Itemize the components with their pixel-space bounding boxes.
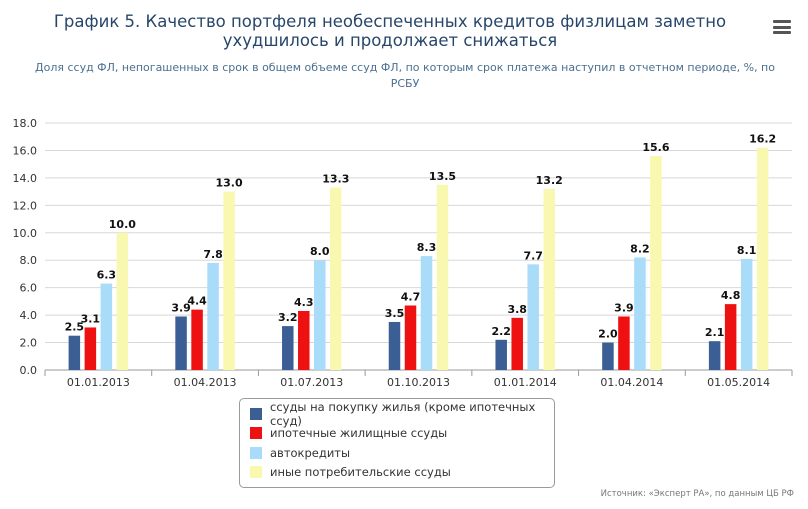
bar (618, 316, 630, 370)
legend-item-auto[interactable]: автокредиты (250, 443, 554, 463)
data-label: 3.9 (171, 301, 191, 314)
bar (330, 187, 342, 370)
chart-legend: ссуды на покупку жилья (кроме ипотечных … (239, 398, 555, 488)
bar (724, 304, 737, 370)
bar (404, 305, 417, 370)
bar (756, 147, 769, 370)
legend-label: иные потребительские ссуды (270, 465, 451, 480)
bar (495, 339, 507, 370)
data-label: 8.2 (630, 242, 650, 255)
legend-item-housing[interactable]: ссуды на покупку жилья (кроме ипотечных … (250, 400, 554, 428)
bar (650, 155, 662, 370)
y-tick-label: 16.0 (13, 144, 38, 157)
legend-swatch (250, 446, 262, 459)
data-label: 4.7 (401, 291, 421, 304)
data-label: 2.2 (491, 325, 511, 338)
y-tick-label: 2.0 (20, 337, 38, 350)
y-tick-label: 14.0 (13, 172, 38, 185)
y-tick-label: 6.0 (20, 282, 38, 295)
y-tick-label: 12.0 (13, 199, 38, 212)
data-label: 4.4 (187, 295, 207, 308)
data-label: 3.8 (507, 303, 527, 316)
data-label: 13.3 (322, 172, 349, 185)
bar (175, 316, 187, 370)
bar (100, 283, 113, 370)
data-label: 15.6 (642, 141, 669, 154)
x-tick-label: 01.01.2014 (494, 376, 557, 389)
bar (207, 262, 219, 370)
bar (708, 341, 721, 370)
chart-subtitle: Доля ссуд ФЛ, непогашенных в срок в обще… (35, 61, 775, 90)
x-tick-label: 01.04.2014 (600, 376, 663, 389)
bar (602, 342, 614, 370)
bar (511, 317, 523, 370)
legend-swatch (250, 407, 262, 420)
bar (282, 326, 294, 370)
bar (223, 191, 235, 370)
data-label: 3.9 (614, 301, 634, 314)
data-label: 3.1 (81, 312, 101, 325)
bar (298, 310, 310, 370)
y-tick-label: 18.0 (13, 117, 38, 130)
bar (314, 260, 326, 370)
bar (116, 232, 129, 370)
y-tick-label: 4.0 (20, 309, 38, 322)
bar (527, 264, 539, 370)
x-tick-label: 01.05.2014 (707, 376, 770, 389)
data-label: 3.5 (385, 307, 405, 320)
data-label: 8.0 (310, 245, 330, 258)
bar (436, 184, 449, 370)
data-label: 8.3 (417, 241, 437, 254)
x-tick-label: 01.10.2013 (387, 376, 450, 389)
data-label: 3.2 (278, 311, 298, 324)
data-label: 2.0 (598, 328, 618, 341)
legend-item-consumer[interactable]: иные потребительские ссуды (250, 463, 554, 483)
bar (191, 309, 203, 370)
data-label: 7.8 (203, 248, 223, 261)
legend-label: ссуды на покупку жилья (кроме ипотечных … (270, 399, 536, 428)
data-label: 13.2 (536, 174, 563, 187)
data-label: 6.3 (97, 269, 117, 282)
chart-title: График 5. Качество портфеля необеспеченн… (53, 12, 727, 50)
data-label: 2.5 (65, 321, 85, 334)
data-label: 2.1 (705, 326, 725, 339)
y-tick-label: 0.0 (20, 364, 38, 377)
bar (420, 256, 433, 370)
x-tick-label: 01.04.2013 (174, 376, 237, 389)
legend-swatch (250, 466, 262, 479)
bar (543, 188, 555, 370)
data-label: 4.8 (721, 289, 741, 302)
bar (84, 327, 97, 370)
x-tick-label: 01.01.2013 (67, 376, 130, 389)
source-credit: Источник: «Эксперт РА», по данным ЦБ РФ (600, 489, 794, 499)
data-label: 13.5 (429, 170, 456, 183)
y-tick-label: 10.0 (13, 227, 38, 240)
data-label: 4.3 (294, 296, 314, 309)
hamburger-menu-icon[interactable] (773, 20, 791, 34)
y-tick-label: 8.0 (20, 254, 38, 267)
legend-item-mortgage[interactable]: ипотечные жилищные ссуды (250, 424, 554, 444)
legend-label: ипотечные жилищные ссуды (270, 426, 448, 441)
bar (740, 258, 753, 370)
data-label: 16.2 (749, 133, 776, 146)
legend-swatch (250, 427, 262, 440)
data-label: 8.1 (737, 244, 757, 257)
bar (388, 321, 401, 370)
data-label: 7.7 (523, 249, 543, 262)
bar (68, 335, 81, 370)
bar (634, 257, 646, 370)
bar-chart: 0.0 2.0 4.0 6.0 8.0 10.0 12.0 14.0 16.0 18.0 01.01… (13, 117, 793, 389)
data-label: 13.0 (216, 177, 243, 190)
data-label: 10.0 (109, 218, 136, 231)
legend-label: автокредиты (270, 445, 351, 460)
x-tick-label: 01.07.2013 (280, 376, 343, 389)
